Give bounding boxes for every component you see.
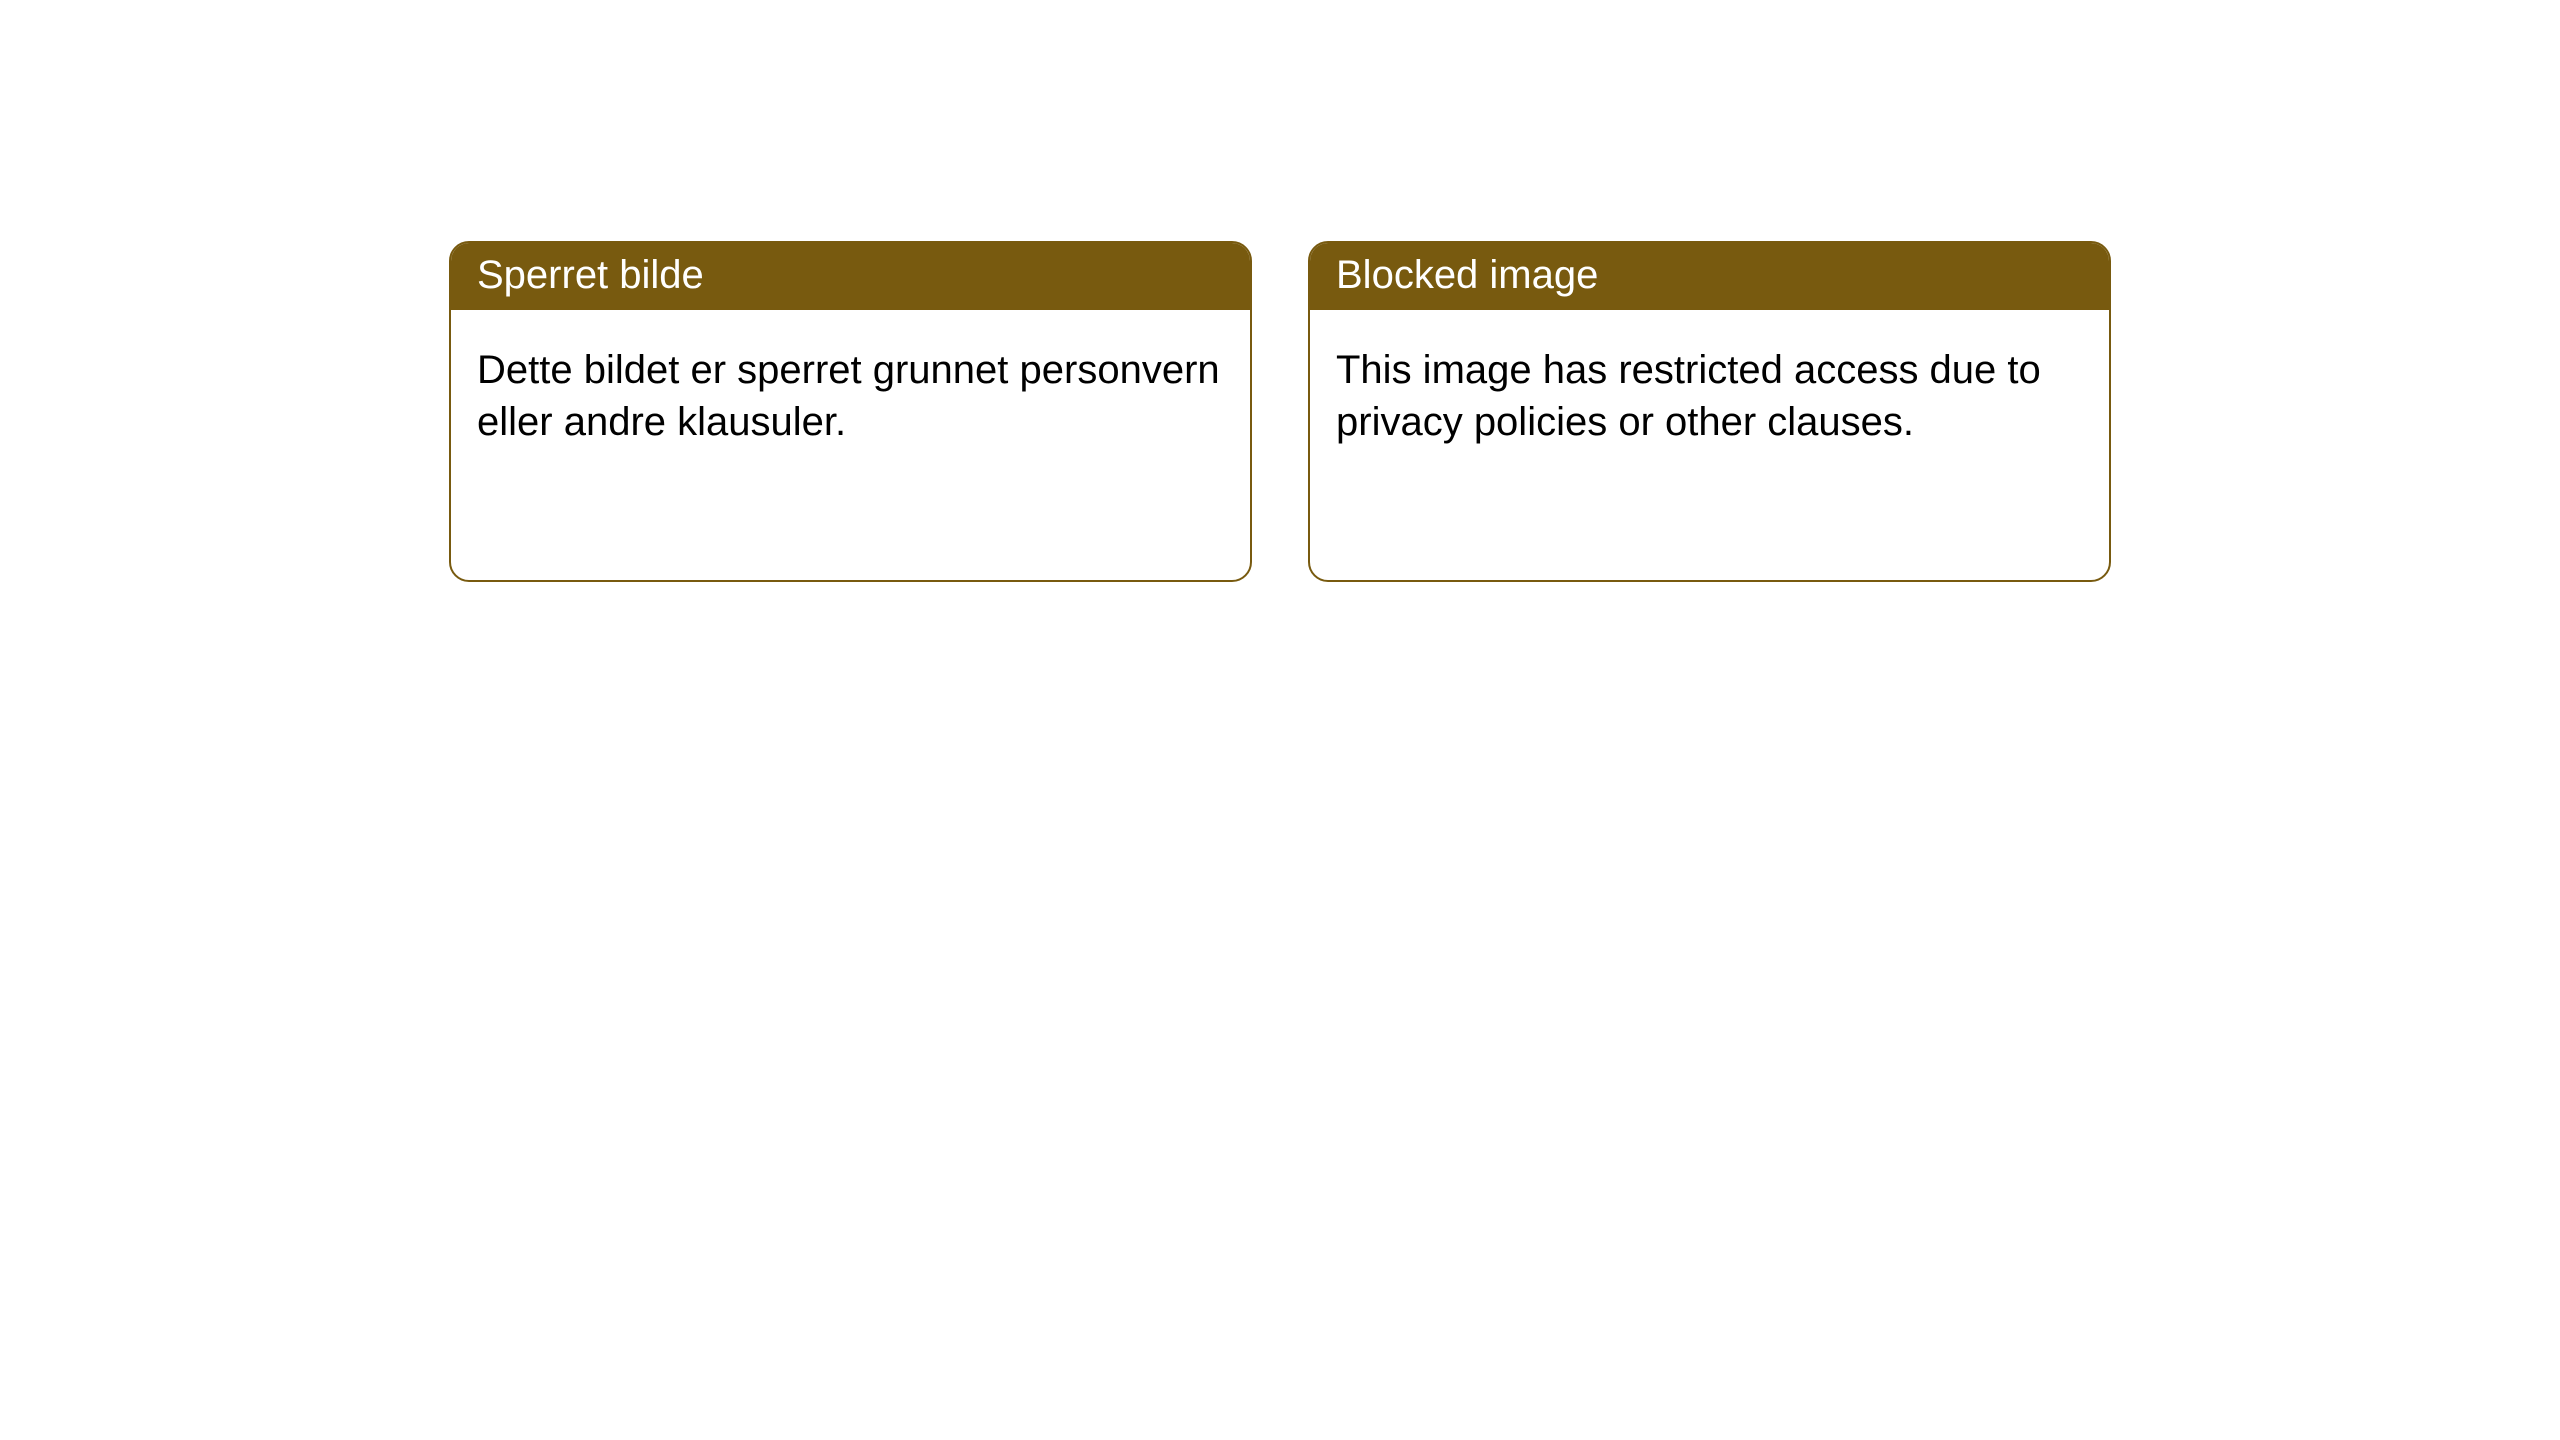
notice-card-english: Blocked image This image has restricted … xyxy=(1308,241,2111,582)
notice-card-title: Blocked image xyxy=(1310,243,2109,310)
notice-card-body: This image has restricted access due to … xyxy=(1310,310,2109,580)
notice-card-title: Sperret bilde xyxy=(451,243,1250,310)
notice-card-body: Dette bildet er sperret grunnet personve… xyxy=(451,310,1250,580)
notice-card-norwegian: Sperret bilde Dette bildet er sperret gr… xyxy=(449,241,1252,582)
notice-cards-container: Sperret bilde Dette bildet er sperret gr… xyxy=(0,0,2560,582)
